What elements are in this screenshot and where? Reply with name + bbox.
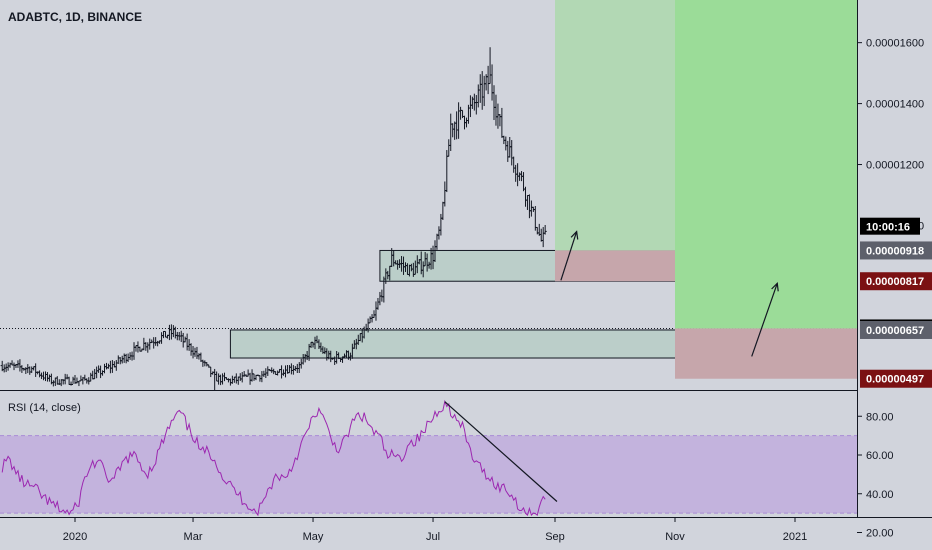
price-label-bg	[860, 241, 932, 260]
time-tick-label: Nov	[665, 531, 685, 543]
price-label: 0.00000817	[866, 276, 924, 288]
rsi-line	[1, 399, 546, 517]
chart-title: ADABTC, 1D, BINANCE	[8, 10, 142, 24]
time-tick-label: 2020	[63, 531, 87, 543]
positions-layer	[554, 0, 857, 379]
rsi-pane-background	[0, 391, 857, 517]
rsi-band	[0, 435, 857, 514]
price-label-bg	[860, 369, 932, 388]
price-label: 0.00000497	[866, 374, 924, 386]
arrow-2[interactable]	[751, 282, 779, 357]
time-tick-label: 2021	[783, 531, 807, 543]
rsi-tick-label: 40.00	[866, 489, 894, 501]
arrows-layer	[560, 230, 779, 357]
price-label-bg	[860, 272, 932, 291]
price-label-bg	[860, 320, 932, 339]
time-axis-background	[0, 518, 932, 550]
price-label: 0.00000657	[866, 325, 924, 337]
price-label: 0.00000918	[866, 245, 924, 257]
profit-area	[674, 0, 857, 329]
price-tick-label: 0.00001400	[866, 99, 924, 111]
countdown-label: 10:00:16	[866, 222, 910, 234]
time-tick-label: Jul	[426, 531, 440, 543]
long-position-2[interactable]	[674, 0, 857, 379]
rsi-trendline[interactable]	[444, 401, 558, 502]
price-tick-label: 0.00001200	[866, 160, 924, 172]
time-tick-label: Mar	[184, 531, 203, 543]
time-tick-label: Sep	[545, 531, 565, 543]
loss-area	[674, 328, 857, 379]
price-tick-label-partial: 0	[918, 220, 924, 232]
rsi-tick-label: 60.00	[866, 450, 894, 462]
candle	[543, 225, 547, 235]
axis-layer: 0.00001600 0.00001400 0.00001200 0 10:00:16 0…	[63, 38, 932, 543]
rsi-tick-label: 80.00	[866, 411, 894, 423]
candles-layer	[0, 47, 547, 390]
countdown-label-bg	[860, 217, 920, 235]
rsi-title: RSI (14, close)	[8, 402, 81, 414]
price-tick-label: 0.00001600	[866, 38, 924, 50]
time-tick-label: May	[303, 531, 324, 543]
arrow-1[interactable]	[560, 230, 579, 281]
rsi-layer	[0, 399, 857, 517]
rsi-tick-label: 20.00	[866, 528, 894, 540]
